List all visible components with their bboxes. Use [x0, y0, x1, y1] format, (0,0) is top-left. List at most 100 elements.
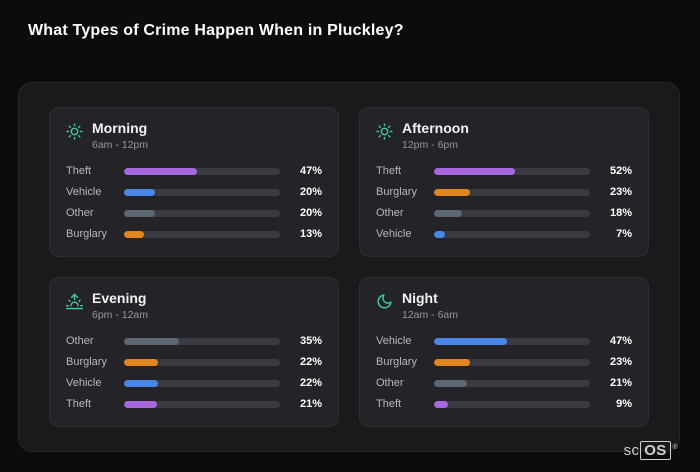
logo-text-prefix: sc — [623, 441, 640, 459]
card-subtitle: 6am - 12pm — [92, 139, 149, 152]
sunset-icon — [66, 293, 83, 310]
bar-track — [124, 188, 280, 196]
bar-percent: 18% — [609, 207, 632, 220]
sun-icon — [376, 123, 393, 140]
bar-label: Theft — [376, 165, 402, 178]
bar-fill — [124, 188, 156, 196]
bar-label: Other — [66, 335, 94, 348]
bar-row: Burglary 13% — [66, 228, 322, 240]
bar-percent: 20% — [299, 186, 322, 199]
card-subtitle: 6pm - 12am — [92, 309, 149, 322]
card-header: Night 12am - 6am — [376, 290, 632, 322]
registered-mark: ® — [672, 443, 678, 451]
card-header: Evening 6pm - 12am — [66, 290, 322, 322]
bar-label: Vehicle — [66, 186, 102, 199]
bar-percent: 22% — [299, 356, 322, 369]
bar-percent: 7% — [616, 228, 632, 241]
card-header: Morning 6am - 12pm — [66, 120, 322, 152]
charts-panel: Morning 6am - 12pm Theft 47% Vehicle 20% Oth… — [18, 82, 680, 452]
bar-row: Theft 47% — [66, 165, 322, 177]
chart-card-morning: Morning 6am - 12pm Theft 47% Vehicle 20% Oth… — [49, 107, 339, 257]
card-title: Afternoon — [402, 120, 469, 136]
bar-track — [434, 230, 590, 238]
bar-track — [124, 209, 280, 217]
bar-row: Theft 52% — [376, 165, 632, 177]
bar-percent: 47% — [299, 165, 322, 178]
bar-track — [124, 337, 280, 345]
bar-fill — [124, 337, 179, 345]
bar-track — [434, 337, 590, 345]
bar-row: Vehicle 7% — [376, 228, 632, 240]
chart-card-evening: Evening 6pm - 12am Other 35% Burglary 22% Ve… — [49, 277, 339, 427]
card-title: Evening — [92, 290, 147, 306]
card-title: Morning — [92, 120, 148, 136]
chart-card-afternoon: Afternoon 12pm - 6pm Theft 52% Burglary 23%… — [359, 107, 649, 257]
bar-track — [434, 400, 590, 408]
bar-fill — [124, 358, 159, 366]
bar-percent: 20% — [299, 207, 322, 220]
bar-track — [434, 358, 590, 366]
logo-text-boxed: OS — [640, 440, 671, 460]
bar-label: Burglary — [66, 228, 107, 241]
bar-percent: 21% — [299, 398, 322, 411]
bar-percent: 23% — [609, 356, 632, 369]
card-header: Afternoon 12pm - 6pm — [376, 120, 632, 152]
bar-row: Other 21% — [376, 377, 632, 389]
bar-fill — [434, 379, 467, 387]
bar-row: Other 18% — [376, 207, 632, 219]
card-subtitle: 12pm - 6pm — [402, 139, 459, 152]
bar-row: Other 20% — [66, 207, 322, 219]
bar-percent: 52% — [609, 165, 632, 178]
bar-row: Theft 9% — [376, 398, 632, 410]
card-subtitle: 12am - 6am — [402, 309, 459, 322]
bar-track — [124, 230, 280, 238]
bar-label: Vehicle — [376, 228, 412, 241]
chart-card-night: Night 12am - 6am Vehicle 47% Burglary 23% Ot… — [359, 277, 649, 427]
bar-fill — [434, 358, 470, 366]
bar-percent: 9% — [616, 398, 632, 411]
bar-percent: 35% — [299, 335, 322, 348]
bar-percent: 22% — [299, 377, 322, 390]
moon-icon — [376, 293, 393, 310]
bar-track — [434, 209, 590, 217]
bar-track — [434, 188, 590, 196]
sun-icon — [66, 123, 83, 140]
bar-label: Vehicle — [376, 335, 412, 348]
bar-fill — [434, 167, 516, 175]
bar-row: Vehicle 20% — [66, 186, 322, 198]
bar-label: Theft — [376, 398, 402, 411]
bar-track — [124, 167, 280, 175]
bar-label: Other — [66, 207, 94, 220]
bar-track — [124, 400, 280, 408]
charts-grid: Morning 6am - 12pm Theft 47% Vehicle 20% Oth… — [19, 83, 679, 451]
bar-rows: Theft 52% Burglary 23% Other 18% Vehicle 7% — [376, 165, 632, 240]
bar-fill — [434, 230, 445, 238]
bar-label: Burglary — [376, 186, 417, 199]
bar-fill — [124, 400, 157, 408]
bar-fill — [124, 167, 198, 175]
bar-track — [124, 358, 280, 366]
bar-row: Burglary 22% — [66, 356, 322, 368]
bar-row: Vehicle 22% — [66, 377, 322, 389]
bar-percent: 47% — [609, 335, 632, 348]
bar-fill — [434, 209, 463, 217]
scos-logo: sc OS ® — [623, 440, 678, 460]
bar-label: Burglary — [376, 356, 417, 369]
bar-row: Other 35% — [66, 335, 322, 347]
bar-fill — [124, 209, 156, 217]
bar-rows: Other 35% Burglary 22% Vehicle 22% Theft 21% — [66, 335, 322, 410]
bar-label: Theft — [66, 165, 92, 178]
bar-fill — [124, 379, 159, 387]
bar-fill — [434, 337, 508, 345]
bar-fill — [124, 230, 145, 238]
page-title: What Types of Crime Happen When in Pluck… — [28, 22, 404, 39]
bar-fill — [434, 188, 470, 196]
bar-row: Theft 21% — [66, 398, 322, 410]
bar-track — [124, 379, 280, 387]
card-title: Night — [402, 290, 438, 306]
bar-rows: Theft 47% Vehicle 20% Other 20% Burglary 13% — [66, 165, 322, 240]
bar-percent: 13% — [299, 228, 322, 241]
bar-label: Theft — [66, 398, 92, 411]
bar-track — [434, 379, 590, 387]
bar-percent: 23% — [609, 186, 632, 199]
